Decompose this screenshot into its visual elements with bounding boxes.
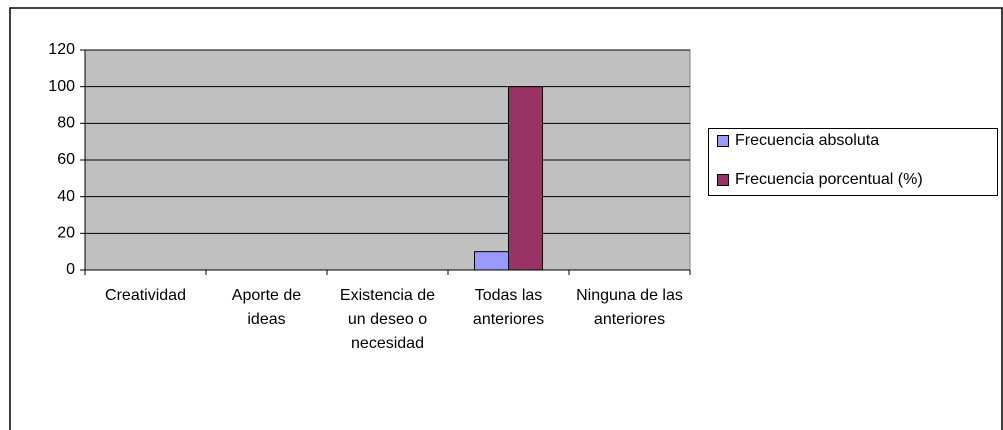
bar — [508, 86, 543, 271]
legend-item: Frecuencia porcentual (%) — [717, 171, 923, 189]
x-tick-label: Todas las anteriores — [472, 287, 545, 328]
y-tick-label: 20 — [57, 225, 75, 242]
legend-swatch — [717, 174, 729, 186]
legend-label: Frecuencia absoluta — [735, 132, 880, 149]
x-tick-label: Ninguna de las anteriores — [576, 287, 683, 328]
y-tick-label: 40 — [57, 188, 75, 205]
x-tick-label: Aporte de ideas — [231, 287, 302, 328]
x-tick-label: Existencia de un deseo o necesidad — [339, 287, 436, 352]
legend-item: Frecuencia absoluta — [717, 132, 879, 150]
legend-label: Frecuencia porcentual (%) — [735, 171, 923, 188]
y-tick-label: 0 — [66, 261, 75, 278]
bar — [474, 251, 509, 271]
x-tick-label: Creatividad — [105, 287, 186, 304]
legend-swatch — [717, 135, 729, 147]
y-tick-label: 80 — [57, 115, 75, 132]
legend: Frecuencia absoluta Frecuencia porcentual… — [708, 128, 998, 196]
y-tick-label: 120 — [48, 41, 75, 58]
y-tick-label: 60 — [57, 151, 75, 168]
y-tick-label: 100 — [48, 78, 75, 95]
